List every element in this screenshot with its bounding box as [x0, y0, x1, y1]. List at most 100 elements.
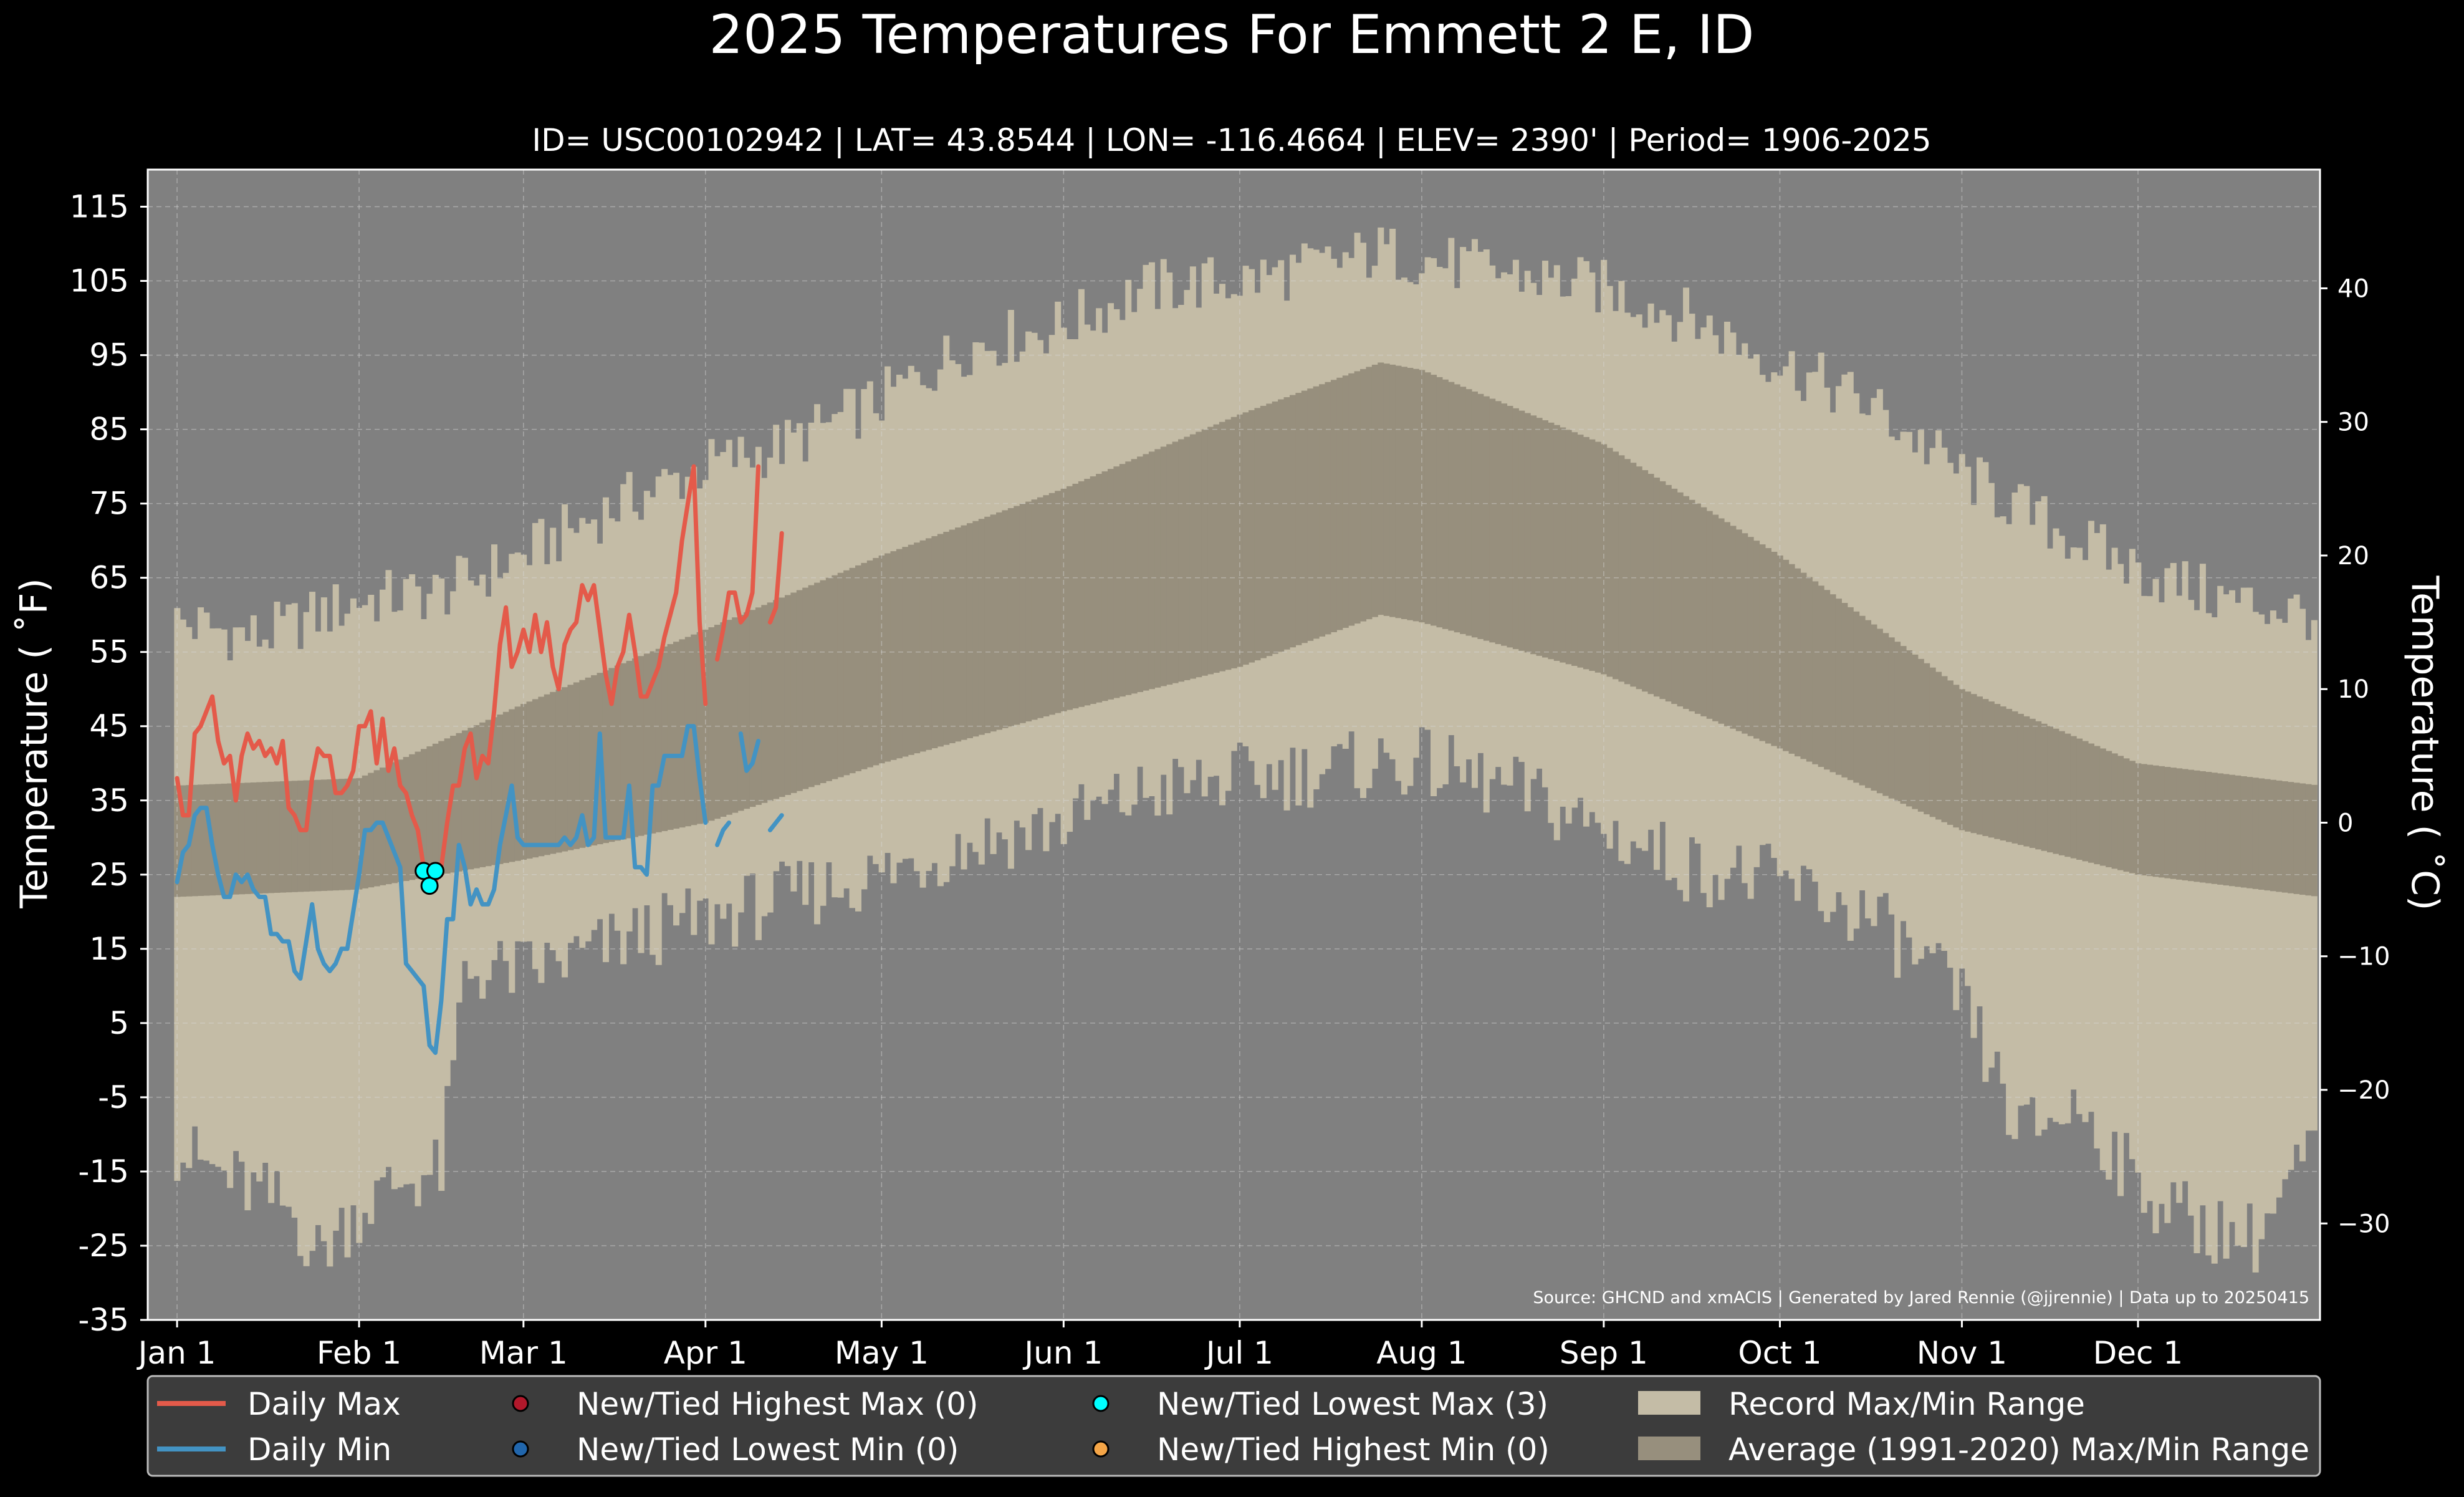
normal-range-bar — [1941, 676, 1948, 822]
record-range-bar — [221, 629, 228, 1171]
normal-range-bar — [1330, 380, 1337, 632]
daily-min-line — [738, 731, 761, 773]
normal-range-bar — [1888, 637, 1895, 799]
normal-range-bar — [2182, 769, 2188, 881]
normal-range-bar — [2311, 784, 2318, 897]
normal-range-bar — [2035, 721, 2042, 850]
plot-area — [148, 170, 2320, 1321]
legend-marker-swatch — [1092, 1395, 1110, 1412]
normal-range-bar — [761, 605, 768, 803]
normal-range-bar — [2252, 777, 2259, 889]
normal-range-bar — [1795, 568, 1801, 757]
normal-range-bar — [1818, 585, 1824, 768]
y-tick-label-right: −30 — [2337, 1210, 2390, 1238]
normal-range-bar — [2158, 766, 2165, 878]
normal-range-bar — [391, 762, 398, 883]
normal-range-bar — [655, 648, 662, 832]
record-range-bar — [362, 605, 368, 1213]
normal-range-bar — [291, 781, 298, 892]
normal-range-bar — [890, 551, 897, 760]
plot-frame — [146, 168, 2321, 1321]
normal-range-bar — [996, 512, 1003, 730]
record-range-bar — [279, 615, 286, 1206]
normal-range-bar — [1412, 368, 1419, 622]
y-tick-label-left: 75 — [89, 486, 129, 522]
record-range-bar — [2117, 564, 2124, 1196]
normal-range-bar — [749, 610, 756, 807]
normal-range-bar — [1912, 654, 1919, 809]
y-axis-label-right: Temperature ( ˚C) — [2403, 575, 2447, 911]
normal-range-bar — [1143, 454, 1149, 691]
normal-range-bar — [737, 615, 744, 811]
normal-range-bar — [2235, 775, 2241, 887]
normal-range-bar — [1067, 486, 1073, 710]
normal-range-bar — [320, 779, 327, 891]
normal-range-bar — [1360, 368, 1367, 622]
normal-range-bar — [643, 653, 650, 835]
normal-range-bar — [1366, 367, 1373, 620]
record-range-bar — [2199, 564, 2206, 1206]
normal-range-bar — [661, 646, 668, 831]
normal-range-bar — [1812, 581, 1819, 764]
normal-range-bar — [1976, 696, 1983, 835]
normal-range-bar — [1295, 393, 1302, 645]
normal-range-bar — [1254, 408, 1261, 661]
normal-range-bar — [1507, 405, 1513, 648]
normal-range-bar — [808, 585, 815, 787]
normal-range-bar — [1671, 488, 1678, 705]
normal-range-bar — [832, 575, 838, 779]
normal-range-bar — [244, 782, 251, 894]
normal-range-bar — [1465, 389, 1472, 636]
normal-range-bar — [2199, 771, 2206, 883]
y-tick-label-left: 115 — [70, 189, 129, 225]
normal-range-bar — [2023, 716, 2030, 847]
normal-range-bar — [732, 617, 739, 813]
chart-title: 2025 Temperatures For Emmett 2 E, ID — [709, 4, 1754, 66]
record-range-bar — [186, 627, 193, 1168]
normal-range-bar — [1242, 412, 1249, 665]
normal-range-bar — [2070, 736, 2077, 859]
normal-range-bar — [1829, 594, 1836, 773]
x-tick-label: Mar 1 — [479, 1335, 568, 1371]
normal-range-bar — [2211, 773, 2218, 884]
normal-range-bar — [908, 544, 914, 755]
normal-range-bar — [2117, 756, 2124, 870]
normal-range-bar — [2188, 769, 2195, 882]
x-tick-label: Apr 1 — [664, 1335, 747, 1371]
normal-range-bar — [1647, 474, 1654, 695]
y-tick-label-left: -25 — [78, 1228, 129, 1264]
normal-range-bar — [796, 590, 803, 791]
legend-label: Daily Min — [247, 1432, 391, 1468]
normal-range-bar — [1489, 398, 1496, 643]
x-tick-label: Feb 1 — [317, 1335, 401, 1371]
y-tick-label-left: 95 — [89, 337, 129, 373]
normal-range-bar — [1560, 427, 1566, 663]
daily-min-line — [715, 821, 731, 847]
normal-range-bar — [1683, 496, 1690, 709]
normal-range-bar — [550, 691, 557, 854]
record-range-bar — [2246, 587, 2253, 1204]
normal-range-bar — [1689, 499, 1695, 711]
y-tick-label-left: -35 — [78, 1302, 129, 1338]
normal-range-bar — [256, 782, 263, 894]
normal-range-bar — [1776, 555, 1783, 749]
normal-range-bar — [1002, 510, 1009, 728]
normal-range-bar — [520, 704, 527, 860]
normal-range-bar — [1407, 367, 1414, 620]
normal-range-bar — [1723, 522, 1730, 726]
record-range-bar — [244, 640, 251, 1211]
normal-range-bar — [385, 764, 392, 885]
normal-range-bar — [1501, 403, 1508, 646]
normal-range-bar — [820, 580, 827, 783]
normal-range-bar — [1237, 414, 1244, 667]
normal-range-bar — [1436, 377, 1443, 628]
normal-range-bar — [1765, 548, 1771, 744]
normal-range-bar — [779, 597, 785, 797]
normal-range-bar — [873, 557, 880, 766]
normal-range-bar — [1953, 685, 1960, 828]
normal-range-bar — [1137, 456, 1144, 692]
normal-range-bar — [285, 781, 292, 893]
normal-range-bar — [579, 680, 586, 848]
normal-range-bar — [1225, 419, 1232, 670]
record-range-bar — [209, 628, 216, 1165]
